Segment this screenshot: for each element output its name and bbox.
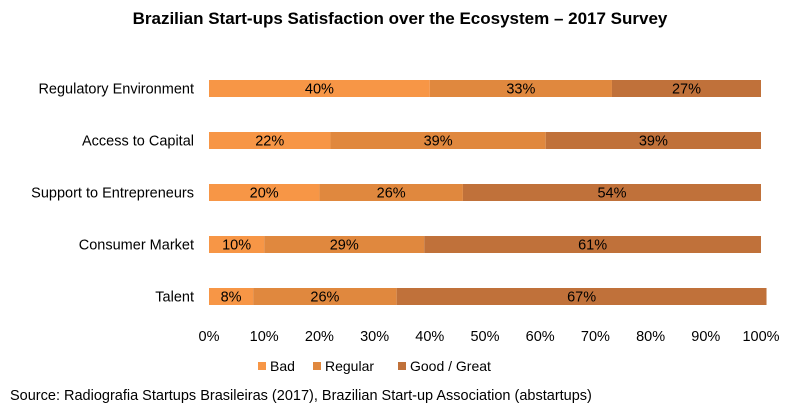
x-tick-label: 10%: [250, 329, 279, 345]
bar-segment: [424, 236, 761, 253]
category-label: Access to Capital: [82, 134, 194, 150]
x-tick-label: 50%: [470, 329, 499, 345]
data-label: 40%: [305, 82, 334, 98]
x-tick-label: 60%: [526, 329, 555, 345]
data-label: 33%: [506, 82, 535, 98]
data-label: 10%: [222, 238, 251, 254]
bar-segment: [264, 236, 425, 253]
category-label: Support to Entrepreneurs: [31, 186, 194, 202]
data-label: 27%: [672, 82, 701, 98]
legend-label: Good / Great: [410, 358, 491, 374]
bar-segment: [253, 288, 397, 305]
data-label: 39%: [424, 134, 453, 150]
x-tick-label: 100%: [742, 329, 779, 345]
data-label: 26%: [377, 186, 406, 202]
bar-segment: [209, 288, 254, 305]
bar-segment: [462, 184, 761, 201]
bar-segment: [319, 184, 463, 201]
bar-segment: [209, 132, 331, 149]
data-label: 54%: [597, 186, 626, 202]
category-label: Talent: [155, 290, 194, 306]
legend-swatch: [258, 362, 266, 370]
bar-segment: [330, 132, 546, 149]
legend-label: Bad: [270, 358, 295, 374]
x-axis-ticks: 0% 10% 20% 30% 40% 50% 60% 70% 80% 90% 100%: [199, 329, 780, 345]
bar-segment: [209, 80, 430, 97]
data-label: 20%: [250, 186, 279, 202]
bars-group: 40% 33% 27% 22% 39% 39% 20% 26% 54% 10% 29% 61% 8% 26…: [209, 80, 767, 306]
category-label: Regulatory Environment: [38, 82, 194, 98]
x-tick-label: 90%: [691, 329, 720, 345]
data-label: 67%: [567, 290, 596, 306]
legend-swatch: [398, 362, 406, 370]
source-note: Source: Radiografia Startups Brasileiras…: [10, 388, 592, 404]
x-tick-label: 40%: [415, 329, 444, 345]
x-tick-label: 70%: [581, 329, 610, 345]
chart-title: Brazilian Start-ups Satisfaction over th…: [133, 9, 668, 28]
legend-label: Regular: [325, 358, 374, 374]
bar-segment: [545, 132, 761, 149]
x-tick-label: 20%: [305, 329, 334, 345]
data-label: 8%: [221, 290, 242, 306]
bar-segment: [611, 80, 761, 97]
category-label: Consumer Market: [79, 238, 194, 254]
x-tick-label: 80%: [636, 329, 665, 345]
bar-segment: [209, 236, 265, 253]
data-label: 29%: [330, 238, 359, 254]
bar-segment: [429, 80, 612, 97]
x-tick-label: 0%: [199, 329, 220, 345]
data-label: 26%: [310, 290, 339, 306]
data-label: 39%: [639, 134, 668, 150]
x-tick-label: 30%: [360, 329, 389, 345]
data-label: 61%: [578, 238, 607, 254]
legend: Bad Regular Good / Great: [258, 358, 491, 374]
bar-segment: [396, 288, 767, 305]
bar-segment: [209, 184, 320, 201]
data-label: 22%: [255, 134, 284, 150]
legend-swatch: [313, 362, 321, 370]
category-labels: Regulatory Environment Access to Capital S…: [31, 82, 194, 306]
